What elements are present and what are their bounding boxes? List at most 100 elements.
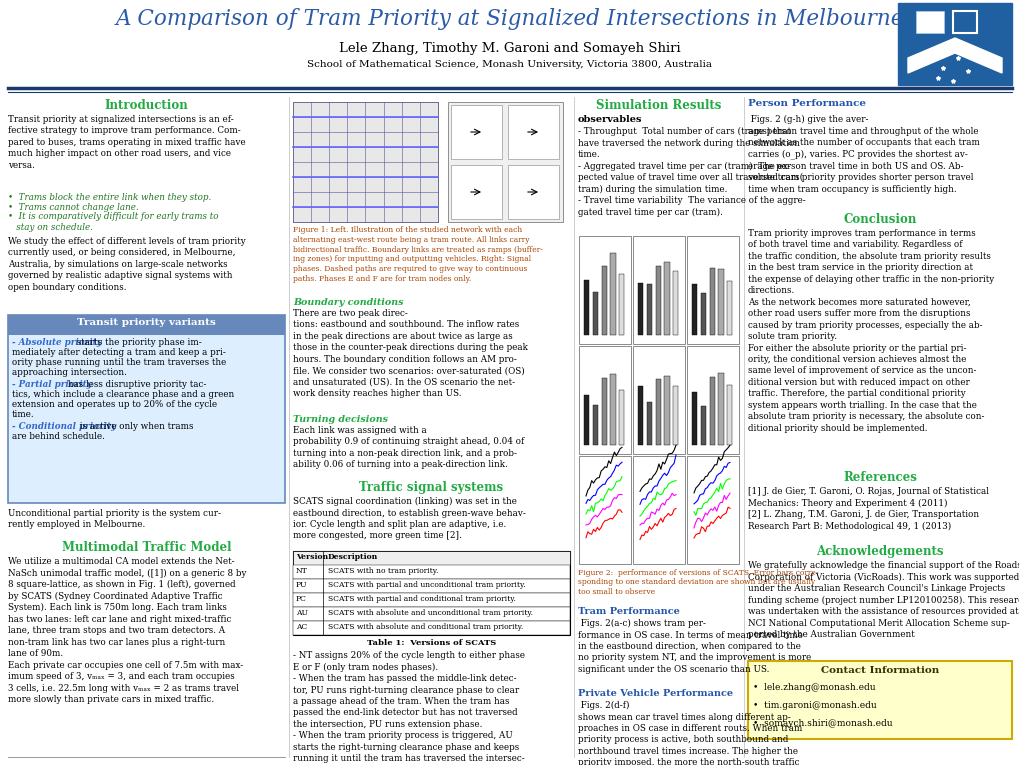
- Bar: [601, 266, 606, 335]
- Text: is active only when trams: is active only when trams: [76, 422, 194, 431]
- Text: Person Performance: Person Performance: [747, 99, 865, 108]
- Text: Version: Version: [296, 553, 328, 561]
- Text: References: References: [843, 471, 916, 484]
- Text: Transit priority at signalized intersections is an ef-
fective strategy to impro: Transit priority at signalized intersect…: [8, 115, 246, 170]
- Text: AC: AC: [296, 623, 307, 631]
- Text: School of Mathematical Science, Monash University, Victoria 3800, Australia: School of Mathematical Science, Monash U…: [307, 60, 712, 69]
- Bar: [507, 165, 558, 219]
- Bar: [592, 405, 597, 445]
- Text: Contact Information: Contact Information: [820, 666, 938, 675]
- Text: [1] J. de Gier, T. Garoni, O. Rojas, Journal of Statistical
Mechanics: Theory an: [1] J. de Gier, T. Garoni, O. Rojas, Jou…: [747, 487, 988, 531]
- Text: •  somaych.shiri@monash.edu: • somaych.shiri@monash.edu: [752, 719, 892, 728]
- Text: observables: observables: [578, 115, 642, 124]
- Bar: [292, 102, 437, 222]
- Bar: [897, 3, 1011, 85]
- Bar: [592, 291, 597, 335]
- Text: has less disruptive priority tac-: has less disruptive priority tac-: [65, 380, 206, 389]
- Bar: [447, 102, 562, 222]
- Text: SCATS with partial and unconditional tram priority.: SCATS with partial and unconditional tra…: [328, 581, 525, 589]
- Text: SCATS signal coordination (linking) was set in the
eastbound direction, to estab: SCATS signal coordination (linking) was …: [292, 497, 526, 541]
- Text: are behind schedule.: are behind schedule.: [12, 432, 105, 441]
- Text: Multimodal Traffic Model: Multimodal Traffic Model: [62, 541, 231, 554]
- Text: extension and operates up to 20% of the cycle: extension and operates up to 20% of the …: [12, 400, 217, 409]
- Bar: [700, 406, 705, 445]
- Bar: [609, 253, 615, 335]
- Bar: [709, 268, 714, 335]
- Text: Traffic signal systems: Traffic signal systems: [359, 481, 503, 494]
- Bar: [700, 293, 705, 335]
- Bar: [292, 579, 570, 593]
- Bar: [584, 395, 589, 445]
- Bar: [691, 285, 697, 335]
- Text: Figs. 2 (g-h) give the aver-
age person travel time and throughput of the whole
: Figs. 2 (g-h) give the aver- age person …: [747, 115, 979, 194]
- Polygon shape: [907, 38, 1001, 73]
- Text: We study the effect of different levels of tram priority
currently used, or bein: We study the effect of different levels …: [8, 237, 246, 291]
- Text: Introduction: Introduction: [105, 99, 189, 112]
- Bar: [663, 262, 669, 335]
- Text: SCATS with no tram priority.: SCATS with no tram priority.: [328, 567, 438, 575]
- Bar: [646, 402, 651, 445]
- Text: tics, which include a clearance phase and a green: tics, which include a clearance phase an…: [12, 390, 234, 399]
- Bar: [687, 456, 739, 564]
- Text: Tram Performance: Tram Performance: [578, 607, 680, 616]
- Bar: [450, 165, 501, 219]
- Bar: [727, 281, 732, 335]
- Bar: [619, 389, 624, 445]
- Bar: [691, 392, 697, 445]
- Text: SCATS with absolute and conditional tram priority.: SCATS with absolute and conditional tram…: [328, 623, 523, 631]
- Text: approaching intersection.: approaching intersection.: [12, 368, 126, 377]
- Text: mediately after detecting a tram and keep a pri-: mediately after detecting a tram and kee…: [12, 348, 225, 357]
- Text: - Partial priority: - Partial priority: [12, 380, 92, 389]
- Text: •  lele.zhang@monash.edu: • lele.zhang@monash.edu: [752, 683, 874, 692]
- Text: Figure 2:  performance of versions of SCATS. Error bars corre-
sponding to one s: Figure 2: performance of versions of SCA…: [578, 569, 817, 596]
- Text: - Conditional priority: - Conditional priority: [12, 422, 116, 431]
- Bar: [637, 386, 643, 445]
- Bar: [915, 11, 943, 33]
- Text: Figs. 2(d-f)
shows mean car travel times along different ap-
proaches in OS case: Figs. 2(d-f) shows mean car travel times…: [578, 701, 808, 765]
- Bar: [655, 265, 660, 335]
- Bar: [292, 593, 570, 607]
- Bar: [579, 346, 631, 454]
- Text: Figs. 2(a-c) shows tram per-
formance in OS case. In terms of mean travel time
i: Figs. 2(a-c) shows tram per- formance in…: [578, 619, 810, 674]
- Bar: [655, 379, 660, 445]
- Bar: [584, 280, 589, 335]
- Text: Lele Zhang, Timothy M. Garoni and Somayeh Shiri: Lele Zhang, Timothy M. Garoni and Somaye…: [339, 42, 680, 55]
- Text: - Throughput  Total number of cars (trams) that
have traversed the network durin: - Throughput Total number of cars (trams…: [578, 127, 805, 217]
- Text: We utilize a multimodal CA model extends the Net-
NaSch unimodal traffic model, : We utilize a multimodal CA model extends…: [8, 557, 247, 704]
- Text: PU: PU: [296, 581, 307, 589]
- Text: AU: AU: [296, 609, 308, 617]
- Bar: [579, 456, 631, 564]
- Text: •  It is comparatively difficult for early trams to
   stay on schedule.: • It is comparatively difficult for earl…: [8, 212, 218, 233]
- Text: •  Trams block the entire link when they stop.: • Trams block the entire link when they …: [8, 193, 211, 202]
- Text: Description: Description: [328, 553, 378, 561]
- Text: Figure 1: Left. Illustration of the studied network with each
alternating east-w: Figure 1: Left. Illustration of the stud…: [292, 226, 542, 283]
- Bar: [717, 373, 722, 445]
- Bar: [633, 236, 685, 344]
- Text: time.: time.: [12, 410, 35, 419]
- Bar: [637, 283, 643, 335]
- Bar: [292, 607, 570, 621]
- Bar: [507, 105, 558, 159]
- Bar: [646, 284, 651, 335]
- Bar: [687, 236, 739, 344]
- Bar: [8, 315, 284, 503]
- Text: There are two peak direc-
tions: eastbound and southbound. The inflow rates
in t: There are two peak direc- tions: eastbou…: [292, 309, 528, 398]
- Text: Transit priority variants: Transit priority variants: [77, 318, 216, 327]
- Bar: [673, 386, 678, 445]
- Text: A Comparison of Tram Priority at Signalized Intersections in Melbourne: A Comparison of Tram Priority at Signali…: [115, 8, 904, 30]
- Text: Unconditional partial priority is the system cur-
rently employed in Melbourne.: Unconditional partial priority is the sy…: [8, 509, 221, 529]
- Bar: [609, 374, 615, 445]
- Text: •  Trams cannot change lane.: • Trams cannot change lane.: [8, 203, 139, 211]
- Bar: [619, 275, 624, 335]
- Text: Simulation Results: Simulation Results: [596, 99, 721, 112]
- Bar: [663, 376, 669, 445]
- Bar: [747, 661, 1011, 739]
- Text: SCATS with partial and conditional tram priority.: SCATS with partial and conditional tram …: [328, 595, 516, 603]
- Text: •  tim.garoni@monash.edu: • tim.garoni@monash.edu: [752, 701, 876, 710]
- Text: SCATS with absolute and unconditional tram priority.: SCATS with absolute and unconditional tr…: [328, 609, 533, 617]
- Text: Table 1:  Versions of SCATS: Table 1: Versions of SCATS: [367, 639, 495, 647]
- Bar: [292, 565, 570, 579]
- Text: ority phase running until the tram traverses the: ority phase running until the tram trave…: [12, 358, 226, 367]
- Text: Each link was assigned with a
probability 0.9 of continuing straight ahead, 0.04: Each link was assigned with a probabilit…: [292, 426, 524, 470]
- Bar: [952, 11, 976, 33]
